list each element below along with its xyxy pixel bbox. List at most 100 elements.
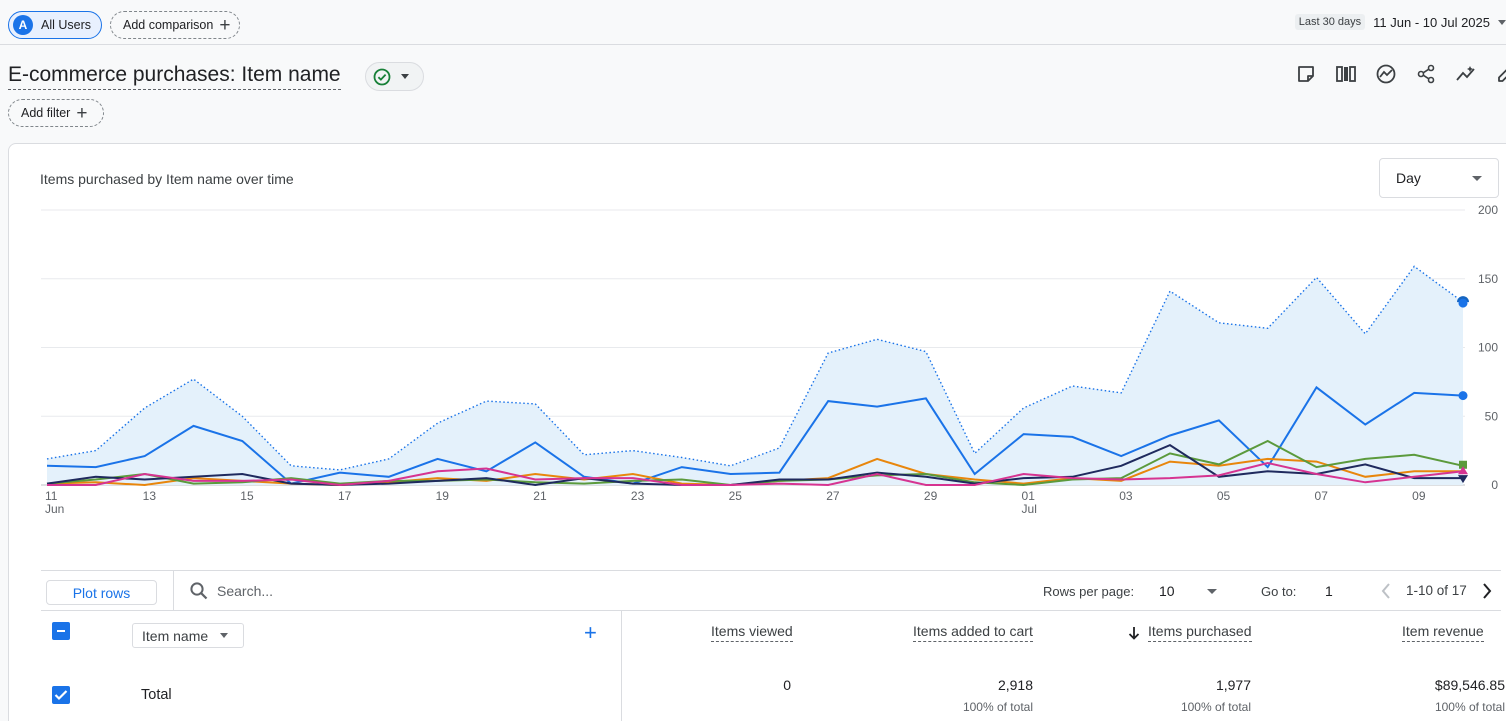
plus-icon: +	[219, 14, 231, 36]
x-tick-label: 19	[436, 489, 450, 503]
total-item-revenue: $89,546.85	[1434, 677, 1505, 693]
dimension-label: Item name	[142, 627, 209, 644]
x-tick-label: 15	[240, 489, 254, 503]
x-tick-label: 05	[1217, 489, 1231, 503]
add-filter-label: Add filter	[21, 106, 71, 120]
chevron-down-icon	[1498, 19, 1506, 25]
chevron-right-icon	[1483, 583, 1492, 599]
chevron-down-icon	[401, 74, 409, 79]
report-toolbar	[1286, 60, 1506, 88]
x-tick-label: 23	[631, 489, 645, 503]
series-line-total	[46, 265, 1464, 471]
total-item-revenue-pct: 100% of total	[1434, 700, 1505, 714]
y-tick-label: 150	[1478, 272, 1498, 286]
segment-label: All Users	[41, 18, 92, 32]
pagination-range: 1-10 of 17	[1406, 583, 1467, 598]
x-tick-label: 27	[826, 489, 840, 503]
y-tick-label: 50	[1485, 409, 1499, 423]
chevron-left-icon	[1381, 583, 1390, 599]
chart-title: Items purchased by Item name over time	[40, 171, 294, 187]
arrow-down-icon[interactable]	[1127, 626, 1141, 640]
notes-icon[interactable]	[1286, 60, 1326, 88]
y-tick-label: 0	[1491, 478, 1498, 492]
x-tick-label: Jul	[1022, 502, 1037, 516]
title-status-dropdown[interactable]	[365, 62, 424, 91]
add-dimension-button[interactable]: +	[584, 620, 597, 645]
goto-label: Go to:	[1261, 584, 1297, 599]
add-comparison-label: Add comparison	[123, 18, 214, 32]
total-row-label: Total	[141, 687, 172, 703]
total-items-purchased: 1,977	[1215, 677, 1251, 693]
date-range-picker[interactable]: Last 30 days 11 Jun - 10 Jul 2025	[1294, 14, 1506, 30]
chevron-down-icon[interactable]	[1207, 589, 1217, 594]
minus-icon	[57, 630, 65, 632]
next-page-button[interactable]	[1476, 580, 1498, 602]
rows-per-page-select[interactable]: 10	[1159, 583, 1175, 599]
select-all-checkbox[interactable]	[52, 622, 70, 640]
trend-icon[interactable]	[1446, 60, 1486, 88]
y-tick-label: 200	[1478, 203, 1498, 217]
total-area	[47, 266, 1463, 485]
date-range-badge: Last 30 days	[1294, 14, 1366, 30]
top-bar: A All Users Add comparison + Last 30 day…	[0, 0, 1506, 45]
chevron-down-icon	[220, 633, 229, 638]
end-marker-item5	[1458, 466, 1468, 475]
edit-icon[interactable]	[1486, 60, 1506, 88]
column-header-items-purchased[interactable]: Items purchased	[1148, 623, 1252, 642]
x-tick-label: 25	[729, 489, 743, 503]
x-tick-label: 21	[533, 489, 547, 503]
dimension-select[interactable]: Item name	[132, 623, 244, 648]
total-items-purchased-pct: 100% of total	[1180, 700, 1251, 714]
divider	[173, 571, 174, 611]
column-header-item-revenue[interactable]: Item revenue	[1402, 623, 1484, 642]
prev-page-button[interactable]	[1375, 580, 1397, 602]
total-items-added-to-cart-pct: 100% of total	[962, 700, 1033, 714]
x-tick-label: 17	[338, 489, 352, 503]
x-tick-label: 01	[1022, 489, 1036, 503]
end-marker-total	[1458, 298, 1468, 308]
table-controls: Plot rows Rows per page: 10 Go to: 1 1-1…	[41, 570, 1501, 611]
column-header-items-added-to-cart[interactable]: Items added to cart	[913, 623, 1033, 642]
search-input[interactable]	[217, 580, 417, 602]
total-row-checkbox[interactable]	[52, 686, 70, 704]
x-tick-label: 03	[1119, 489, 1133, 503]
column-header-items-viewed[interactable]: Items viewed	[711, 623, 793, 642]
compare-icon[interactable]	[1326, 60, 1366, 88]
x-tick-label: 11	[45, 489, 58, 503]
segment-chip-all-users[interactable]: A All Users	[8, 11, 102, 39]
series-line-item5	[47, 461, 1464, 487]
granularity-select[interactable]: Day	[1379, 158, 1499, 198]
page-title[interactable]: E-commerce purchases: Item name	[8, 62, 341, 90]
series-line-item1	[46, 385, 1464, 485]
add-filter-button[interactable]: Add filter +	[8, 99, 104, 127]
plot-rows-button[interactable]: Plot rows	[46, 580, 157, 605]
report-card: Items purchased by Item name over time D…	[8, 143, 1506, 721]
x-tick-label: 13	[143, 489, 157, 503]
series-line-item4	[46, 443, 1463, 487]
chevron-down-icon	[1472, 175, 1482, 181]
end-marker-item3	[1459, 460, 1467, 469]
x-tick-label: 09	[1412, 489, 1426, 503]
check-icon	[54, 690, 68, 701]
add-comparison-button[interactable]: Add comparison +	[110, 11, 240, 39]
rows-per-page-label: Rows per page:	[1043, 584, 1135, 599]
total-items-viewed: 0	[783, 677, 791, 693]
date-range-text: 11 Jun - 10 Jul 2025	[1373, 14, 1490, 30]
y-tick-label: 100	[1478, 341, 1498, 355]
end-marker-item1	[1458, 391, 1468, 401]
x-tick-label: Jun	[45, 502, 64, 516]
check-circle-icon	[373, 68, 391, 85]
segment-avatar: A	[13, 15, 33, 35]
column-divider	[621, 611, 622, 721]
plus-icon: +	[76, 102, 88, 124]
insights-icon[interactable]	[1366, 60, 1406, 88]
total-items-added-to-cart: 2,918	[997, 677, 1033, 693]
x-tick-label: 07	[1315, 489, 1329, 503]
search-icon	[190, 582, 208, 600]
goto-page-input[interactable]: 1	[1325, 583, 1333, 599]
end-marker-item4	[1458, 475, 1468, 484]
x-tick-label: 29	[924, 489, 938, 503]
share-icon[interactable]	[1406, 60, 1446, 88]
granularity-value: Day	[1396, 170, 1421, 186]
